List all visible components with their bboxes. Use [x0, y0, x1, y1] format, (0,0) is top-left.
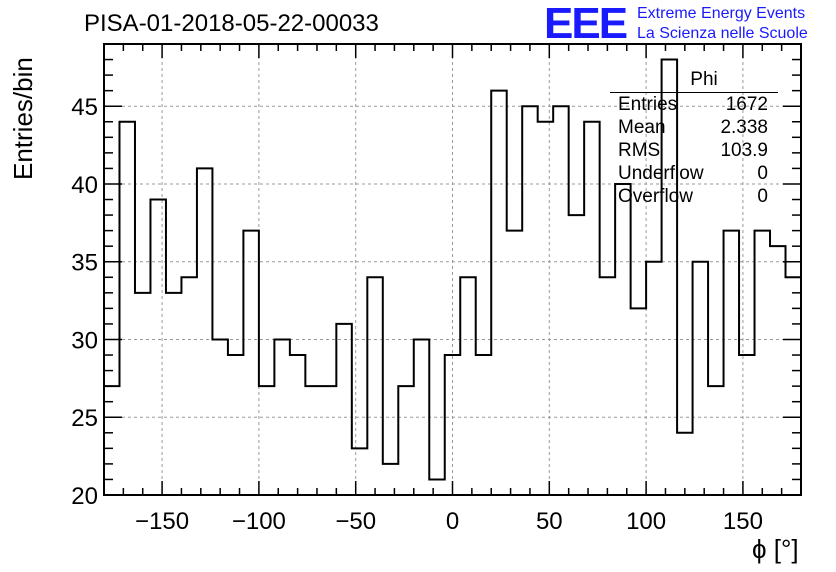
y-tick-label: 40 [71, 172, 98, 199]
logo-line-2: La Scienza nelle Scuole [637, 25, 808, 42]
y-tick-label: 45 [71, 94, 98, 121]
x-axis-label: ϕ [°] [752, 534, 799, 564]
stats-value: 2.338 [720, 117, 768, 138]
x-tick-label: 50 [536, 508, 563, 535]
y-tick-label: 30 [71, 327, 98, 354]
y-axis-ticks: 20 25 30 35 40 45 [71, 43, 801, 510]
stats-row-overflow: Overflow 0 [610, 185, 778, 208]
stats-value: 1672 [725, 94, 768, 115]
stats-row-entries: Entries 1672 [610, 93, 778, 116]
x-tick-label: 150 [723, 508, 763, 535]
stats-value: 103.9 [720, 140, 768, 161]
x-tick-label: −150 [135, 508, 189, 535]
stats-label: Entries [618, 94, 678, 115]
stats-label: RMS [618, 140, 661, 161]
stats-label: Underflow [618, 163, 704, 184]
stats-value: 0 [757, 186, 768, 207]
x-axis-ticks: −150 −100 −50 0 50 100 150 [122, 44, 783, 535]
stats-row-mean: Mean 2.338 [610, 116, 778, 139]
y-tick-label: 25 [71, 405, 98, 432]
eee-logo: EEE [544, 0, 628, 48]
stats-value: 0 [757, 163, 768, 184]
x-tick-label: −50 [335, 508, 376, 535]
stats-row-rms: RMS 103.9 [610, 139, 778, 162]
stats-row-underflow: Underflow 0 [610, 162, 778, 185]
logo-line-1: Extreme Energy Events [637, 5, 806, 22]
x-tick-label: −100 [232, 508, 286, 535]
stats-box-title: Phi [610, 70, 778, 93]
stats-box: Phi Entries 1672 Mean 2.338 RMS 103.9 Un… [610, 70, 778, 208]
y-axis-label: Entries/bin [8, 57, 38, 180]
histogram-step-line [104, 58, 802, 481]
y-tick-label: 20 [71, 483, 98, 510]
chart-title: PISA-01-2018-05-22-00033 [84, 10, 379, 37]
x-tick-label: 100 [626, 508, 666, 535]
y-tick-label: 35 [71, 250, 98, 277]
stats-label: Overflow [618, 186, 693, 207]
x-tick-label: 0 [446, 508, 459, 535]
stats-label: Mean [618, 117, 666, 138]
